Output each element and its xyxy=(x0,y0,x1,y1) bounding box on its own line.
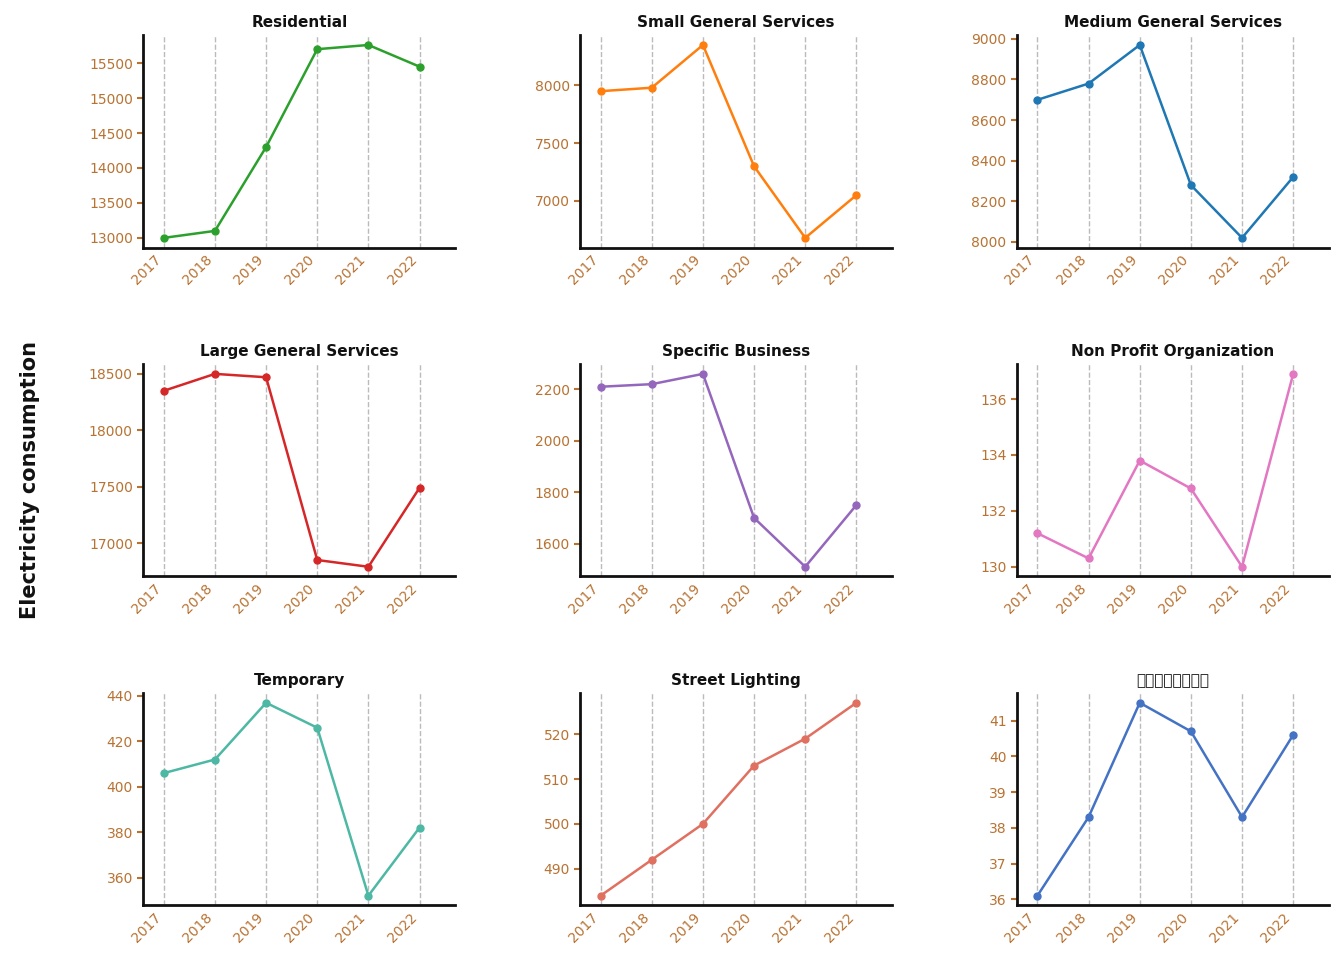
Title: ไฟฟ้าการ: ไฟฟ้าการ xyxy=(1137,673,1210,687)
Text: Electricity consumption: Electricity consumption xyxy=(20,341,39,619)
Title: Street Lighting: Street Lighting xyxy=(671,673,801,687)
Title: Specific Business: Specific Business xyxy=(663,344,810,359)
Title: Small General Services: Small General Services xyxy=(637,15,835,30)
Title: Medium General Services: Medium General Services xyxy=(1064,15,1282,30)
Title: Non Profit Organization: Non Profit Organization xyxy=(1071,344,1274,359)
Title: Residential: Residential xyxy=(251,15,348,30)
Title: Large General Services: Large General Services xyxy=(200,344,399,359)
Title: Temporary: Temporary xyxy=(254,673,345,687)
